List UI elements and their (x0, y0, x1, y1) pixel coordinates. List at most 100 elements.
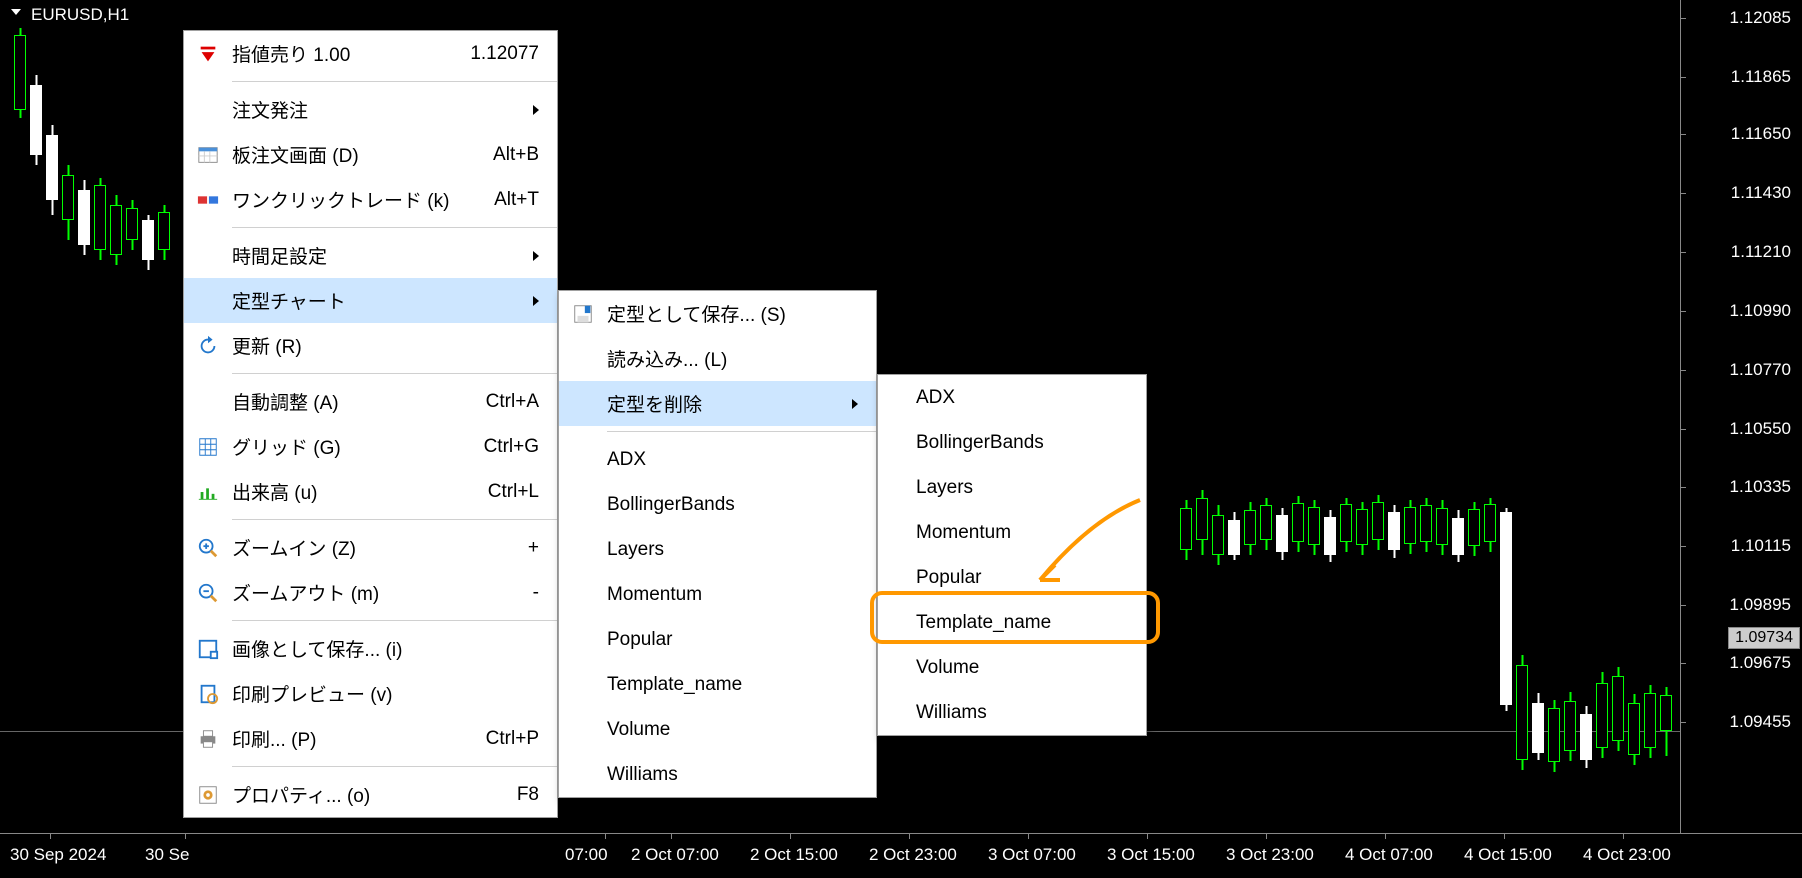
menu-shortcut: - (533, 582, 539, 604)
y-axis-label: 1.12085 (1691, 8, 1791, 28)
menu-item[interactable]: グリッド (G)Ctrl+G (184, 424, 557, 469)
blank-icon (184, 233, 232, 278)
blank-icon (184, 379, 232, 424)
arrow-down-red-icon (184, 31, 232, 76)
menu-item[interactable]: Layers (559, 527, 876, 572)
menu-item[interactable]: ズームアウト (m) - (184, 570, 557, 615)
menu-item[interactable]: ADX (878, 375, 1146, 420)
menu-item[interactable]: BollingerBands (878, 420, 1146, 465)
x-axis-label: 2 Oct 15:00 (750, 845, 838, 865)
menu-item[interactable]: Layers (878, 465, 1146, 510)
blank-icon (559, 617, 607, 662)
menu-item[interactable]: 注文発注 (184, 87, 557, 132)
menu-item[interactable]: ADX (559, 437, 876, 482)
menu-shortcut: Alt+T (494, 189, 539, 211)
menu-item-label: Template_name (916, 612, 1128, 634)
menu-separator (607, 431, 876, 432)
menu-item-label: 自動調整 (A) (232, 388, 446, 415)
current-price-tag: 1.09734 (1728, 627, 1800, 649)
menu-item[interactable]: 読み込み... (L) (559, 336, 876, 381)
menu-item-label: 印刷プレビュー (v) (232, 680, 539, 707)
menu-item-label: ADX (607, 449, 858, 471)
zoom-out-icon (184, 570, 232, 615)
x-axis-label: 2 Oct 07:00 (631, 845, 719, 865)
menu-item[interactable]: Volume (878, 645, 1146, 690)
menu-item[interactable]: 定型チャート (184, 278, 557, 323)
menu-separator (232, 227, 557, 228)
menu-item[interactable]: ズームイン (Z)+ (184, 525, 557, 570)
menu-shortcut: Ctrl+P (486, 728, 539, 750)
menu-item-label: 画像として保存... (i) (232, 635, 539, 662)
menu-item[interactable]: 板注文画面 (D)Alt+B (184, 132, 557, 177)
menu-item-label: Popular (916, 567, 1128, 589)
menu-separator (232, 81, 557, 82)
blank-icon (184, 278, 232, 323)
menu-item[interactable]: ワンクリックトレード (k)Alt+T (184, 177, 557, 222)
refresh-blue-icon (184, 323, 232, 368)
menu-item[interactable]: 出来高 (u)Ctrl+L (184, 469, 557, 514)
context-menu: 指値売り 1.001.12077 注文発注板注文画面 (D)Alt+Bワンクリック… (183, 30, 558, 818)
menu-item-label: 時間足設定 (232, 242, 533, 269)
y-axis-label: 1.11865 (1691, 67, 1791, 87)
x-axis-label: 4 Oct 07:00 (1345, 845, 1433, 865)
toggle-red-blue-icon (184, 177, 232, 222)
y-axis-label: 1.11210 (1691, 242, 1791, 262)
menu-item-label: 定型として保存... (S) (607, 300, 858, 327)
menu-item-label: Popular (607, 629, 858, 651)
template-submenu: 定型として保存... (S) 読み込み... (L) 定型を削除 ADX Bolling… (558, 290, 877, 798)
chart-title-dropdown-arrow[interactable] (11, 9, 21, 15)
menu-item[interactable]: Williams (878, 690, 1146, 735)
menu-item[interactable]: 指値売り 1.001.12077 (184, 31, 557, 76)
menu-item[interactable]: Momentum (559, 572, 876, 617)
menu-item[interactable]: Williams (559, 752, 876, 797)
blank-icon (559, 437, 607, 482)
menu-item[interactable]: 自動調整 (A) Ctrl+A (184, 379, 557, 424)
x-axis-label: 3 Oct 07:00 (988, 845, 1076, 865)
menu-item[interactable]: 印刷プレビュー (v) (184, 671, 557, 716)
x-axis-label: 4 Oct 23:00 (1583, 845, 1671, 865)
y-axis-label: 1.10335 (1691, 477, 1791, 497)
menu-separator (232, 519, 557, 520)
menu-item[interactable]: 画像として保存... (i) (184, 626, 557, 671)
submenu-arrow-icon (852, 399, 858, 409)
x-axis: 30 Sep 202430 Se07:002 Oct 07:002 Oct 15… (0, 833, 1802, 878)
save-disk-icon (559, 291, 607, 336)
menu-item-label: 印刷... (P) (232, 725, 446, 752)
y-axis-label: 1.10770 (1691, 360, 1791, 380)
menu-item[interactable]: Template_name (878, 600, 1146, 645)
menu-item[interactable]: 定型を削除 (559, 381, 876, 426)
menu-item-label: Volume (916, 657, 1128, 679)
menu-item[interactable]: 時間足設定 (184, 233, 557, 278)
zoom-in-icon (184, 525, 232, 570)
menu-item[interactable]: BollingerBands (559, 482, 876, 527)
menu-item-label: ADX (916, 387, 1128, 409)
menu-item[interactable]: Template_name (559, 662, 876, 707)
submenu-arrow-icon (533, 296, 539, 306)
menu-item[interactable]: 更新 (R) (184, 323, 557, 368)
menu-item[interactable]: Volume (559, 707, 876, 752)
menu-shortcut: F8 (517, 784, 539, 806)
x-axis-label: 07:00 (565, 845, 608, 865)
x-axis-label: 3 Oct 23:00 (1226, 845, 1314, 865)
y-axis-label: 1.09895 (1691, 595, 1791, 615)
delete-template-submenu: ADX BollingerBands Layers Momentum Popular Te… (877, 374, 1147, 736)
y-axis-label: 1.09675 (1691, 653, 1791, 673)
menu-item-label: Williams (916, 702, 1128, 724)
menu-item[interactable]: Popular (878, 555, 1146, 600)
blank-icon (184, 87, 232, 132)
menu-item[interactable]: 印刷... (P) Ctrl+P (184, 716, 557, 761)
menu-shortcut: Ctrl+A (486, 391, 539, 413)
menu-item-label: ズームアウト (m) (232, 579, 493, 606)
grid-color-icon (184, 132, 232, 177)
x-axis-label: 3 Oct 15:00 (1107, 845, 1195, 865)
menu-item[interactable]: Momentum (878, 510, 1146, 555)
menu-item-label: Layers (916, 477, 1128, 499)
menu-item[interactable]: 定型として保存... (S) (559, 291, 876, 336)
menu-shortcut: Alt+B (493, 144, 539, 166)
menu-item[interactable]: Popular (559, 617, 876, 662)
menu-item-label: 読み込み... (L) (607, 345, 858, 372)
submenu-arrow-icon (533, 105, 539, 115)
print-preview-icon (184, 671, 232, 716)
menu-item[interactable]: プロパティ... (o)F8 (184, 772, 557, 817)
y-axis-label: 1.10115 (1691, 536, 1791, 556)
